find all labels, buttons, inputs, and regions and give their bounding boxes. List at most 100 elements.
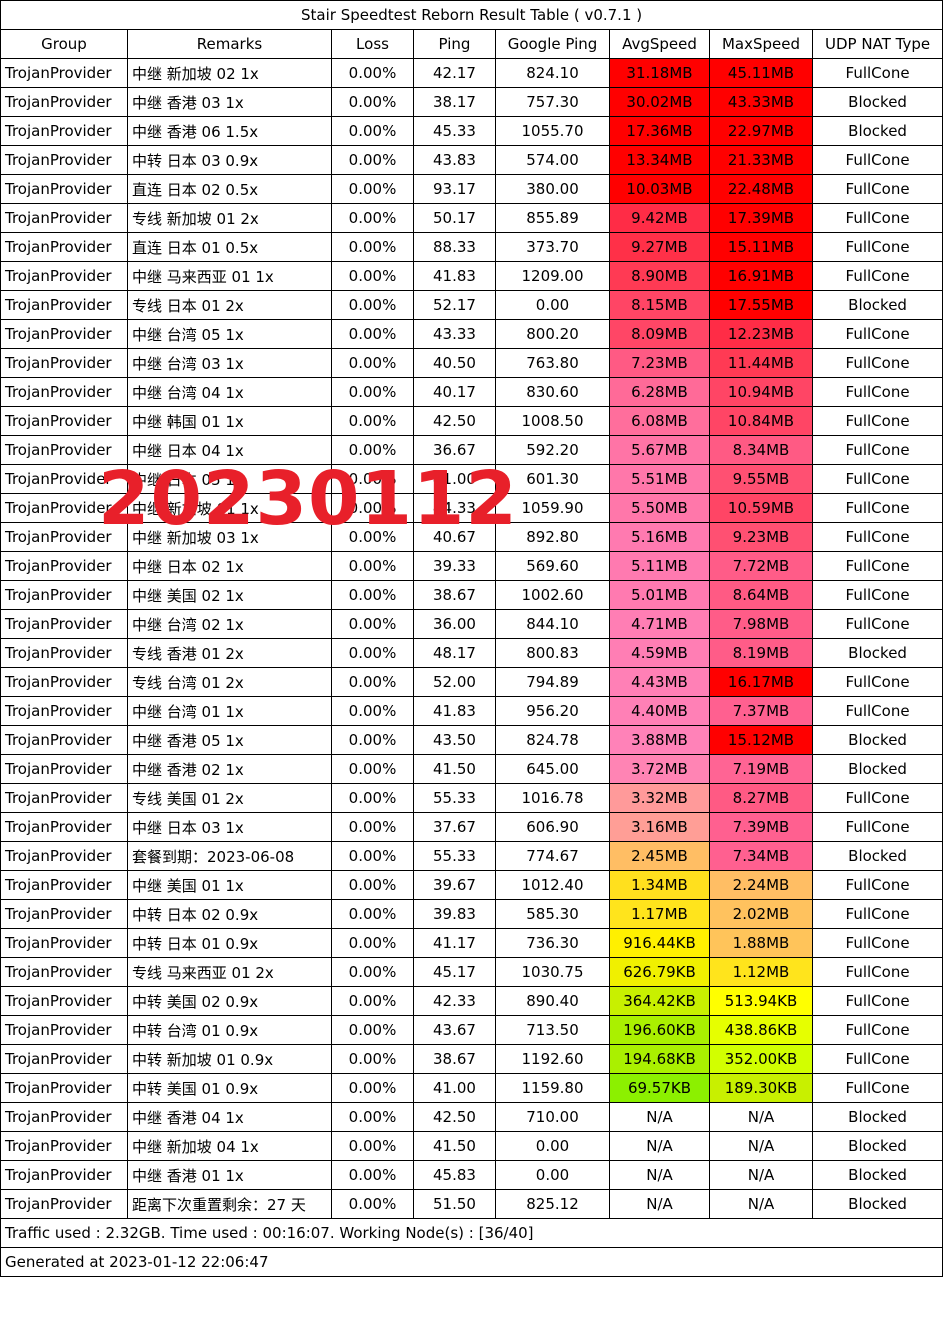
cell-google-ping: 855.89	[495, 203, 610, 233]
cell-remarks: 中转 日本 03 0.9x	[127, 145, 332, 175]
cell-group: TrojanProvider	[0, 1073, 128, 1103]
cell-group: TrojanProvider	[0, 667, 128, 697]
cell-group: TrojanProvider	[0, 203, 128, 233]
cell-max-speed: 7.34MB	[709, 841, 813, 871]
cell-ping: 40.50	[413, 348, 496, 378]
table-row: TrojanProvider 专线 马来西亚 01 2x 0.00% 45.17 103…	[0, 957, 943, 987]
footer-traffic: Traffic used : 2.32GB. Time used : 00:16…	[0, 1218, 943, 1248]
cell-max-speed: 15.12MB	[709, 725, 813, 755]
cell-group: TrojanProvider	[0, 841, 128, 871]
cell-ping: 40.17	[413, 377, 496, 407]
cell-udp-nat-type: Blocked	[811, 87, 943, 117]
cell-max-speed: N/A	[709, 1102, 813, 1132]
table-row: TrojanProvider 中继 美国 02 1x 0.00% 38.67 1002.…	[0, 580, 943, 610]
cell-udp-nat-type: FullCone	[811, 870, 943, 900]
cell-max-speed: 8.34MB	[709, 435, 813, 465]
cell-loss: 0.00%	[331, 522, 414, 552]
cell-avg-speed: 626.79KB	[609, 957, 710, 987]
cell-google-ping: 592.20	[495, 435, 610, 465]
cell-group: TrojanProvider	[0, 1189, 128, 1219]
cell-ping: 44.33	[413, 493, 496, 523]
cell-avg-speed: 196.60KB	[609, 1015, 710, 1045]
cell-ping: 43.83	[413, 145, 496, 175]
cell-loss: 0.00%	[331, 638, 414, 668]
cell-udp-nat-type: Blocked	[811, 1102, 943, 1132]
cell-loss: 0.00%	[331, 667, 414, 697]
table-row: TrojanProvider 中转 美国 01 0.9x 0.00% 41.00 115…	[0, 1073, 943, 1103]
table-row: TrojanProvider 直连 日本 01 0.5x 0.00% 88.33 373…	[0, 232, 943, 262]
header-google-ping: Google Ping	[495, 29, 610, 59]
cell-google-ping: 713.50	[495, 1015, 610, 1045]
cell-google-ping: 800.20	[495, 319, 610, 349]
footer-row: Traffic used : 2.32GB. Time used : 00:16…	[0, 1218, 943, 1248]
cell-ping: 42.17	[413, 58, 496, 88]
cell-avg-speed: 1.17MB	[609, 899, 710, 929]
cell-max-speed: 22.97MB	[709, 116, 813, 146]
cell-loss: 0.00%	[331, 1044, 414, 1074]
cell-ping: 52.17	[413, 290, 496, 320]
cell-google-ping: 1030.75	[495, 957, 610, 987]
cell-loss: 0.00%	[331, 377, 414, 407]
table-row: TrojanProvider 中继 美国 01 1x 0.00% 39.67 1012.…	[0, 870, 943, 900]
cell-avg-speed: 5.11MB	[609, 551, 710, 581]
table-row: TrojanProvider 专线 日本 01 2x 0.00% 52.17 0.00 8…	[0, 290, 943, 320]
header-remarks: Remarks	[127, 29, 332, 59]
table-row: TrojanProvider 中继 香港 05 1x 0.00% 43.50 824.7…	[0, 725, 943, 755]
cell-group: TrojanProvider	[0, 986, 128, 1016]
cell-max-speed: N/A	[709, 1131, 813, 1161]
result-table: Stair Speedtest Reborn Result Table ( v0…	[0, 0, 943, 1277]
cell-ping: 52.00	[413, 667, 496, 697]
cell-google-ping: 774.67	[495, 841, 610, 871]
cell-remarks: 专线 台湾 01 2x	[127, 667, 332, 697]
cell-udp-nat-type: Blocked	[811, 290, 943, 320]
footer-row: Generated at 2023-01-12 22:06:47	[0, 1247, 943, 1277]
cell-avg-speed: 364.42KB	[609, 986, 710, 1016]
cell-remarks: 中转 新加坡 01 0.9x	[127, 1044, 332, 1074]
cell-udp-nat-type: FullCone	[811, 203, 943, 233]
cell-google-ping: 825.12	[495, 1189, 610, 1219]
cell-avg-speed: 8.90MB	[609, 261, 710, 291]
cell-max-speed: 7.72MB	[709, 551, 813, 581]
table-title: Stair Speedtest Reborn Result Table ( v0…	[0, 0, 943, 30]
cell-udp-nat-type: FullCone	[811, 464, 943, 494]
cell-group: TrojanProvider	[0, 1160, 128, 1190]
cell-max-speed: 17.55MB	[709, 290, 813, 320]
cell-loss: 0.00%	[331, 696, 414, 726]
cell-group: TrojanProvider	[0, 174, 128, 204]
cell-google-ping: 1159.80	[495, 1073, 610, 1103]
cell-udp-nat-type: FullCone	[811, 957, 943, 987]
cell-ping: 40.67	[413, 522, 496, 552]
cell-max-speed: 15.11MB	[709, 232, 813, 262]
cell-max-speed: 21.33MB	[709, 145, 813, 175]
cell-avg-speed: 6.08MB	[609, 406, 710, 436]
cell-google-ping: 763.80	[495, 348, 610, 378]
cell-max-speed: 10.59MB	[709, 493, 813, 523]
cell-max-speed: 2.24MB	[709, 870, 813, 900]
cell-loss: 0.00%	[331, 203, 414, 233]
cell-avg-speed: 3.72MB	[609, 754, 710, 784]
cell-google-ping: 710.00	[495, 1102, 610, 1132]
cell-group: TrojanProvider	[0, 290, 128, 320]
cell-ping: 38.67	[413, 580, 496, 610]
cell-udp-nat-type: Blocked	[811, 1131, 943, 1161]
cell-avg-speed: 5.67MB	[609, 435, 710, 465]
cell-max-speed: 7.19MB	[709, 754, 813, 784]
cell-max-speed: 22.48MB	[709, 174, 813, 204]
cell-remarks: 中继 美国 01 1x	[127, 870, 332, 900]
cell-max-speed: N/A	[709, 1160, 813, 1190]
cell-google-ping: 890.40	[495, 986, 610, 1016]
cell-loss: 0.00%	[331, 928, 414, 958]
cell-max-speed: 513.94KB	[709, 986, 813, 1016]
cell-group: TrojanProvider	[0, 812, 128, 842]
cell-ping: 55.33	[413, 783, 496, 813]
cell-ping: 43.33	[413, 319, 496, 349]
cell-ping: 51.50	[413, 1189, 496, 1219]
cell-google-ping: 892.80	[495, 522, 610, 552]
cell-udp-nat-type: FullCone	[811, 493, 943, 523]
table-row: TrojanProvider 专线 香港 01 2x 0.00% 48.17 800.8…	[0, 638, 943, 668]
cell-remarks: 中继 新加坡 04 1x	[127, 1131, 332, 1161]
cell-google-ping: 1209.00	[495, 261, 610, 291]
cell-max-speed: 12.23MB	[709, 319, 813, 349]
cell-google-ping: 1012.40	[495, 870, 610, 900]
table-row: TrojanProvider 中继 香港 01 1x 0.00% 45.83 0.00 N…	[0, 1160, 943, 1190]
